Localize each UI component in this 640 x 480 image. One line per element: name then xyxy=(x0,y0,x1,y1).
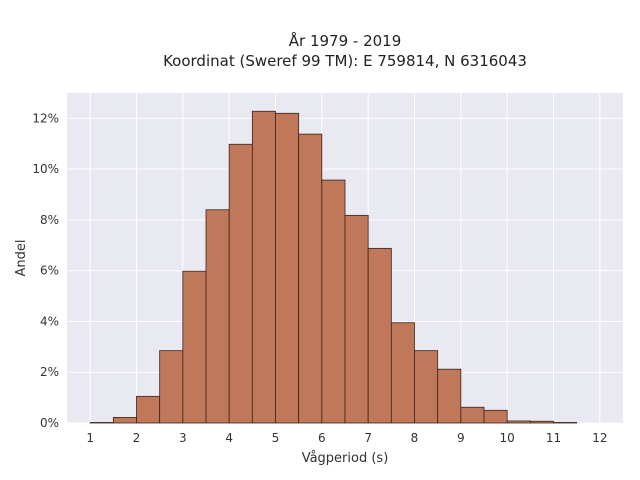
x-tick-label: 1 xyxy=(86,431,94,445)
histogram-bar xyxy=(506,420,531,424)
x-tick-label: 8 xyxy=(411,431,419,445)
histogram-bar xyxy=(553,422,578,424)
histogram-bar xyxy=(298,133,323,424)
y-tick-label: 0% xyxy=(40,416,59,430)
tick-layer: 1 2 3 4 5 6 7 8 9 10 11 120%2%4%6%8%10%12% xyxy=(32,111,607,445)
y-axis-label: Andel xyxy=(14,240,29,277)
x-tick-label: 3 xyxy=(179,431,187,445)
histogram-bar xyxy=(182,270,207,424)
y-tick-label: 6% xyxy=(40,264,59,278)
histogram-bar xyxy=(112,417,137,424)
histogram-bar xyxy=(414,350,439,424)
y-tick-label: 2% xyxy=(40,365,59,379)
x-tick-label: 10 xyxy=(500,431,515,445)
x-tick-label: 11 xyxy=(546,431,561,445)
histogram-bar xyxy=(529,420,554,424)
x-axis-label: Vågperiod (s) xyxy=(302,451,389,466)
histogram-bar xyxy=(321,179,346,424)
x-tick-label: 12 xyxy=(592,431,607,445)
y-tick-label: 10% xyxy=(32,162,59,176)
histogram-bar xyxy=(89,422,114,424)
x-tick-label: 5 xyxy=(272,431,280,445)
y-tick-label: 12% xyxy=(32,111,59,125)
x-tick-label: 6 xyxy=(318,431,326,445)
y-tick-label: 4% xyxy=(40,314,59,328)
histogram-bar xyxy=(344,214,369,424)
histogram-bar xyxy=(159,350,184,424)
histogram-bar xyxy=(460,406,485,424)
x-tick-label: 9 xyxy=(457,431,465,445)
histogram-bar xyxy=(136,395,161,424)
x-tick-label: 2 xyxy=(133,431,141,445)
bar-layer xyxy=(89,110,578,424)
chart-title: År 1979 - 2019 xyxy=(289,31,402,50)
histogram-bar xyxy=(367,247,392,424)
x-tick-label: 7 xyxy=(364,431,372,445)
histogram-bar xyxy=(483,409,508,424)
y-tick-label: 8% xyxy=(40,213,59,227)
histogram-bar xyxy=(390,322,415,424)
histogram-bar xyxy=(228,143,253,424)
histogram-bar xyxy=(275,112,300,424)
histogram-bar xyxy=(205,209,230,424)
chart-subtitle: Koordinat (Sweref 99 TM): E 759814, N 63… xyxy=(163,52,527,70)
x-tick-label: 4 xyxy=(225,431,233,445)
histogram-bar xyxy=(437,368,462,424)
histogram-bar xyxy=(251,110,276,424)
